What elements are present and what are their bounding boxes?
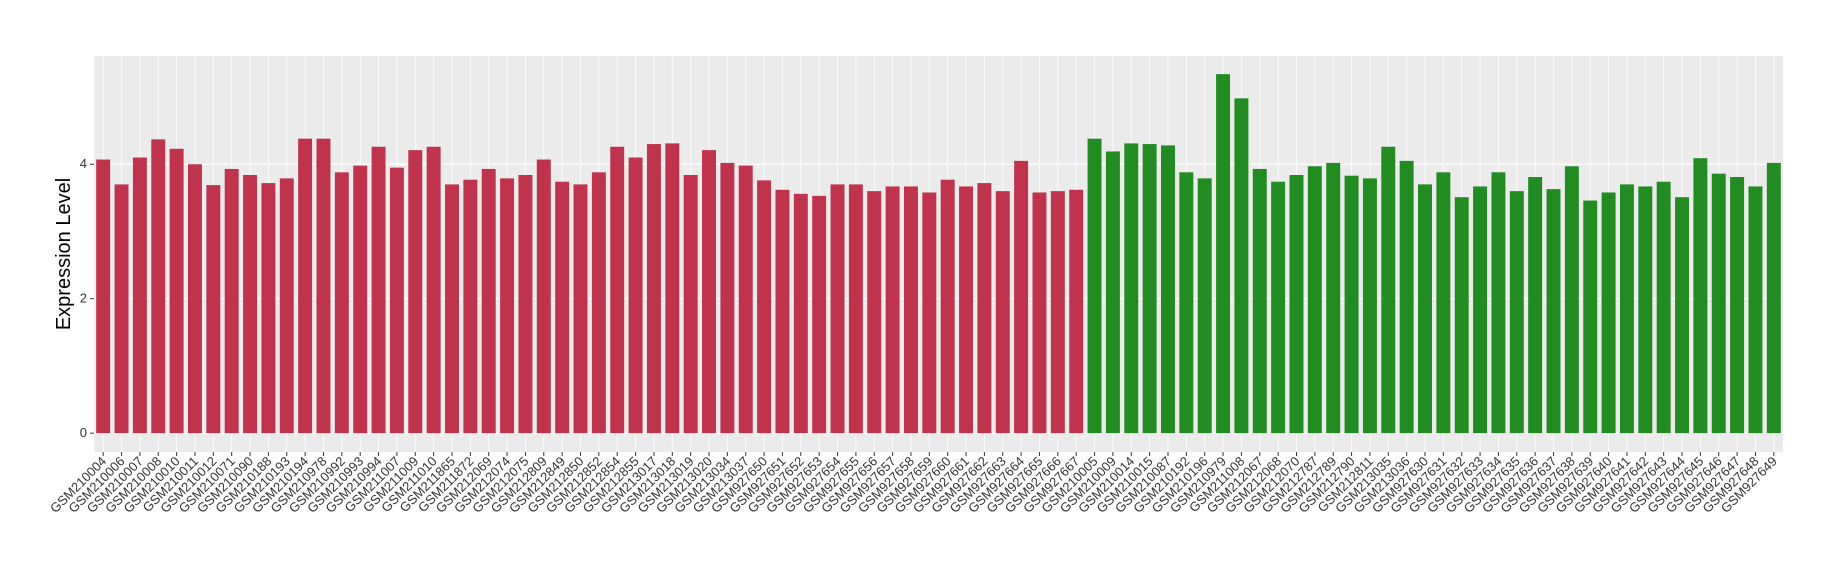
bar [1197,178,1212,434]
bar [316,138,331,434]
bar [1161,145,1175,434]
bar [1748,186,1763,434]
bar [720,162,735,434]
bar [591,172,606,434]
bar [279,178,294,434]
bar [353,165,368,434]
bar [243,175,258,434]
bar [1528,177,1543,434]
bar [1014,160,1029,434]
bar [793,193,808,434]
bar [1142,144,1157,434]
bar [206,185,221,434]
bar [518,175,533,434]
bar [1362,178,1377,434]
bar [389,167,404,434]
bar [665,143,680,434]
bar [426,146,441,434]
bar [812,195,827,434]
bar [867,191,882,434]
bar [1124,143,1139,434]
bar [261,183,276,434]
bar [463,179,478,434]
bar [555,181,570,434]
bar [885,186,900,434]
bar [1711,173,1726,434]
bar [1619,184,1634,434]
bar [1656,181,1671,434]
bar [371,146,386,434]
bar [1418,184,1432,434]
bar [1381,146,1396,434]
bar [903,186,918,434]
bar [775,189,790,434]
y-tick-label: 4 [80,156,87,171]
bar [1344,175,1359,434]
bar [1693,158,1708,434]
y-axis-title: Expression Level [53,178,75,330]
bar [536,159,551,434]
bar [683,175,698,434]
bar [702,150,716,434]
bar [1583,200,1598,434]
bar [1491,172,1506,434]
bar [1179,172,1194,434]
bar [646,144,661,434]
bar [848,184,863,434]
bar [1454,197,1469,434]
bar [922,192,937,434]
bar [628,157,643,434]
bar [940,179,955,434]
bar [757,180,772,434]
bar [1271,181,1286,434]
bar [298,138,313,434]
bar [169,148,184,434]
bar [738,165,753,434]
bar [1069,189,1084,434]
bar [445,184,459,434]
bar [1307,166,1322,434]
bar [481,168,496,434]
bar [1032,192,1047,434]
bar [334,172,349,434]
bar [187,164,202,434]
bar [977,183,992,434]
bar [1730,177,1745,434]
bar [1509,191,1524,434]
bar [408,150,423,434]
y-tick-label: 0 [80,425,87,440]
bar [1050,191,1065,434]
bar [1436,172,1451,434]
bar [1601,192,1616,434]
bar [1564,166,1579,434]
bar [573,184,588,434]
bar [959,186,974,434]
bar [224,168,239,434]
bar [610,146,625,434]
bar [1105,151,1120,434]
bar [1473,186,1488,434]
bar [1216,74,1231,434]
bar [1638,186,1653,434]
bar [132,157,147,434]
bar [1399,160,1414,434]
bar [96,159,111,434]
bar [1326,162,1341,434]
bar [1289,175,1304,434]
bar [1087,138,1102,434]
bar [1546,189,1561,434]
bar [500,178,515,434]
bar [1252,168,1267,434]
bar [114,184,129,434]
bar [830,184,845,434]
bar [1234,98,1249,434]
y-tick-label: 2 [80,291,87,306]
bar [1675,197,1690,434]
bar [1766,162,1781,434]
bar [995,191,1010,434]
bar [151,139,166,434]
